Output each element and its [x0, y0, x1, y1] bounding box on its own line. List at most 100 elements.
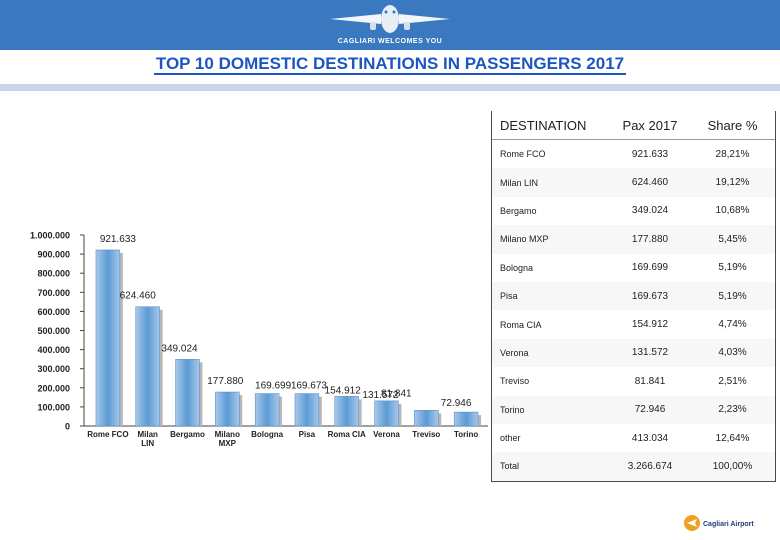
- y-tick-label: 0: [65, 422, 70, 432]
- table-row: Milan LIN 624.460 19,12%: [492, 168, 775, 197]
- cell-destination: Bergamo: [500, 205, 537, 216]
- cell-pax: 169.699: [631, 262, 669, 274]
- cell-pax: 131.572: [631, 347, 669, 359]
- y-tick-label: 500.000: [37, 326, 70, 336]
- logo-text: Cagliari Airport: [703, 521, 754, 528]
- cell-destination: Milano MXP: [500, 234, 549, 245]
- data-label: 624.460: [120, 291, 157, 302]
- data-label: 169.699: [255, 381, 292, 392]
- cell-pax: 72.946: [634, 404, 666, 416]
- y-tick-label: 700.000: [37, 288, 70, 298]
- y-tick-label: 100.000: [37, 402, 70, 412]
- table-row: Bergamo 349.024 10,68%: [492, 196, 775, 226]
- cell-share: 28,21%: [715, 148, 750, 160]
- cell-pax: 154.912: [631, 319, 669, 331]
- x-category-label: Bergamo: [170, 430, 205, 439]
- table-row: Rome FCO 921.633 28,21%: [492, 140, 775, 169]
- x-category-label: Roma CIA: [328, 430, 366, 439]
- cell-pax: 349.024: [631, 205, 669, 217]
- bar-milan-lin: [135, 306, 160, 427]
- cell-pax: 3.266.674: [627, 460, 673, 472]
- cell-share: 2,23%: [718, 404, 747, 416]
- header-destination: DESTINATION: [500, 117, 587, 133]
- header-share: Share %: [707, 117, 758, 133]
- data-label: 154.912: [325, 385, 362, 396]
- cell-share: 10,68%: [715, 205, 750, 217]
- y-tick-label: 400.000: [37, 345, 70, 355]
- header-pax: Pax 2017: [622, 117, 678, 133]
- table-body: Rome FCO 921.633 28,21% Milan LIN 624.460 19,…: [492, 140, 775, 481]
- table-row: other 413.034 12,64%: [492, 423, 775, 453]
- bar-bergamo: [175, 359, 200, 427]
- cell-pax: 81.841: [634, 375, 666, 387]
- data-label: 169.673: [291, 381, 328, 392]
- cell-share: 19,12%: [715, 177, 750, 189]
- x-category-label: Verona: [373, 430, 400, 439]
- cell-destination: Verona: [500, 347, 529, 358]
- cell-share: 12,64%: [715, 432, 750, 444]
- x-category-label: Treviso: [412, 430, 440, 439]
- table-row: Bologna 169.699 5,19%: [492, 253, 775, 282]
- title-underline-bar: [0, 84, 780, 91]
- data-label: 81.841: [381, 388, 412, 399]
- table-row: Pisa 169.673 5,19%: [492, 281, 775, 311]
- data-label: 72.946: [441, 398, 472, 409]
- data-label: 177.880: [207, 376, 244, 387]
- bar-chart: 0 100.000 200.000 300.000 400.000 500.000 600.…: [30, 231, 488, 448]
- cell-share: 5,45%: [718, 233, 747, 245]
- bar-milano-mxp: [215, 391, 240, 427]
- cell-share: 4,03%: [718, 347, 747, 359]
- header-tagline: CAGLIARI WELCOMES YOU: [337, 38, 443, 45]
- cell-share: 100,00%: [712, 460, 753, 472]
- bar-treviso: [414, 410, 439, 427]
- y-tick-label: 800.000: [37, 269, 70, 279]
- y-tick-label: 200.000: [37, 383, 70, 393]
- x-category-label: Torino: [454, 430, 478, 439]
- x-category-label: Rome FCO: [87, 430, 128, 439]
- data-label: 131.572: [362, 390, 399, 401]
- cell-share: 5,19%: [718, 262, 747, 274]
- cell-pax: 177.880: [631, 233, 669, 245]
- cell-pax: 413.034: [631, 432, 669, 444]
- bar-verona: [374, 400, 399, 427]
- cell-destination: Roma CIA: [500, 319, 542, 330]
- x-category-label: Milano MXP: [215, 430, 240, 448]
- data-label: 921.633: [100, 234, 137, 245]
- bar-pisa: [294, 393, 320, 427]
- cell-destination: Total: [500, 461, 520, 472]
- cell-pax: 624.460: [631, 177, 669, 189]
- table-row: Total 3.266.674 100,00%: [492, 452, 775, 481]
- cell-destination: Rome FCO: [500, 149, 546, 160]
- cell-share: 2,51%: [718, 375, 747, 387]
- destinations-table: DESTINATION Pax 2017 Share % Rome FCO 921…: [491, 111, 776, 482]
- cell-destination: Torino: [500, 404, 525, 415]
- x-category-label: Pisa: [299, 430, 316, 439]
- cell-destination: other: [500, 433, 521, 444]
- airport-logo-icon: Cagliari Airport: [684, 515, 754, 531]
- bar-bologna: [254, 393, 280, 427]
- cell-destination: Pisa: [500, 291, 518, 302]
- y-tick-label: 600.000: [37, 307, 70, 317]
- bar-roma-cia: [334, 396, 359, 427]
- table-row: Milano MXP 177.880 5,45%: [492, 225, 775, 254]
- bar-torino: [453, 411, 479, 427]
- cell-pax: 169.673: [631, 290, 669, 302]
- x-category-label: Milan LIN: [137, 430, 158, 448]
- y-tick-label: 300.000: [37, 364, 70, 374]
- cell-destination: Milan LIN: [500, 177, 539, 188]
- cell-share: 4,74%: [718, 319, 747, 331]
- cell-pax: 921.633: [631, 148, 669, 160]
- data-label: 349.024: [161, 343, 198, 354]
- cell-share: 5,19%: [718, 290, 747, 302]
- table-header: DESTINATION Pax 2017 Share %: [492, 111, 775, 140]
- y-tick-label: 900.000: [37, 250, 70, 260]
- cell-destination: Treviso: [500, 376, 530, 387]
- airplane-icon: [330, 5, 450, 33]
- bar-rome-fco: [95, 249, 121, 427]
- table-row: Verona 131.572 4,03%: [492, 338, 775, 368]
- table-row: Treviso 81.841 2,51%: [492, 367, 775, 396]
- page-title: TOP 10 DOMESTIC DESTINATIONS IN PASSENGE…: [153, 54, 627, 75]
- table-row: Roma CIA 154.912 4,74%: [492, 310, 775, 339]
- y-tick-label: 1.000.000: [30, 231, 70, 241]
- header-banner: CAGLIARI WELCOMES YOU: [0, 0, 780, 50]
